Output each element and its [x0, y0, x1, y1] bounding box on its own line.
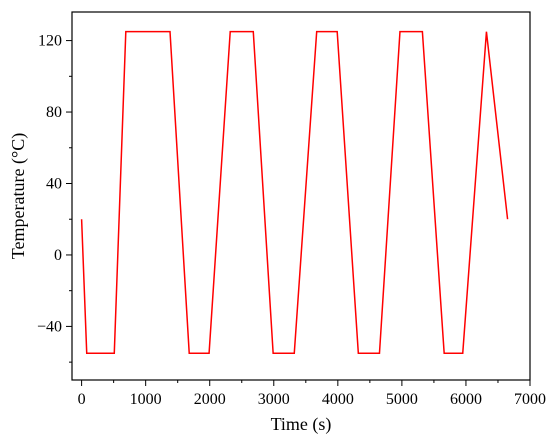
y-tick-label: 120 — [38, 33, 62, 50]
y-tick-label: 80 — [46, 104, 62, 121]
x-tick-label: 7000 — [514, 391, 546, 408]
y-tick-label: −40 — [37, 318, 62, 335]
series-line-0 — [80, 30, 509, 354]
x-tick-label: 5000 — [386, 391, 418, 408]
x-tick-label: 0 — [78, 391, 86, 408]
series-group — [80, 30, 509, 354]
plot-frame — [71, 11, 531, 381]
ticks-group — [66, 40, 531, 386]
y-tick-label: 0 — [54, 247, 62, 264]
x-tick-label: 1000 — [130, 391, 162, 408]
y-tick-label: 40 — [46, 175, 62, 192]
tick-labels-group: 0 1000 2000 3000 4000 5000 6000 7000 −40 0 40 80 120 — [37, 33, 546, 408]
x-tick-label: 6000 — [450, 391, 482, 408]
x-tick-label: 3000 — [258, 391, 290, 408]
x-tick-label: 4000 — [322, 391, 354, 408]
y-axis-title: Temperature (°C) — [8, 133, 29, 259]
x-tick-label: 2000 — [194, 391, 226, 408]
x-axis-title: Time (s) — [271, 414, 332, 435]
